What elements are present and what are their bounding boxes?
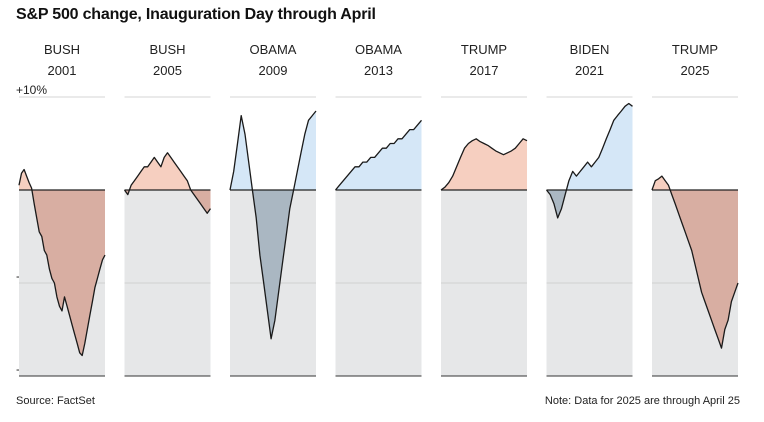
panel-year-label: 2017 <box>470 63 499 78</box>
panel-name-label: BUSH <box>44 42 80 57</box>
chart-title: S&P 500 change, Inauguration Day through… <box>16 6 376 23</box>
panel-name-label: OBAMA <box>250 42 297 57</box>
panel-year-label: 2009 <box>259 63 288 78</box>
panel-obama-2009: OBAMA 2009 <box>229 42 317 377</box>
area-negative <box>652 190 738 349</box>
area-positive <box>19 169 105 190</box>
panel-name-label: BUSH <box>149 42 185 57</box>
panel-trump-2017: TRUMP 2017 <box>440 42 528 377</box>
area-positive <box>441 138 527 190</box>
panel-bush-2001: BUSH 2001 <box>18 42 106 377</box>
panel-name-label: BIDEN <box>570 42 610 57</box>
panel-name-label: TRUMP <box>461 42 507 57</box>
panel-bush-2005: BUSH 2005 <box>123 42 212 377</box>
panel-year-label: 2025 <box>681 63 710 78</box>
area-negative <box>546 190 633 218</box>
area-positive <box>124 152 211 190</box>
area-negative <box>19 190 105 356</box>
panel-obama-2013: OBAMA 2013 <box>334 42 422 377</box>
panel-year-label: 2005 <box>153 63 182 78</box>
panel-trump-2025: TRUMP 2025 <box>651 42 739 377</box>
panel-name-label: OBAMA <box>355 42 402 57</box>
area-negative <box>124 190 211 214</box>
source-note: Source: FactSet <box>16 395 95 407</box>
area-positive <box>546 103 633 190</box>
area-positive <box>230 111 316 190</box>
area-negative <box>230 190 316 339</box>
series-line <box>545 102 633 219</box>
panel-biden-2021: BIDEN 2021 <box>545 42 633 377</box>
data-note: Note: Data for 2025 are through April 25 <box>544 395 740 407</box>
panel-name-label: TRUMP <box>672 42 718 57</box>
panel-year-label: 2013 <box>364 63 393 78</box>
panel-year-label: 2021 <box>575 63 604 78</box>
panel-year-label: 2001 <box>48 63 77 78</box>
y-tick-label-0: +10% <box>16 83 47 97</box>
area-positive <box>335 120 422 190</box>
series-line <box>229 110 317 340</box>
